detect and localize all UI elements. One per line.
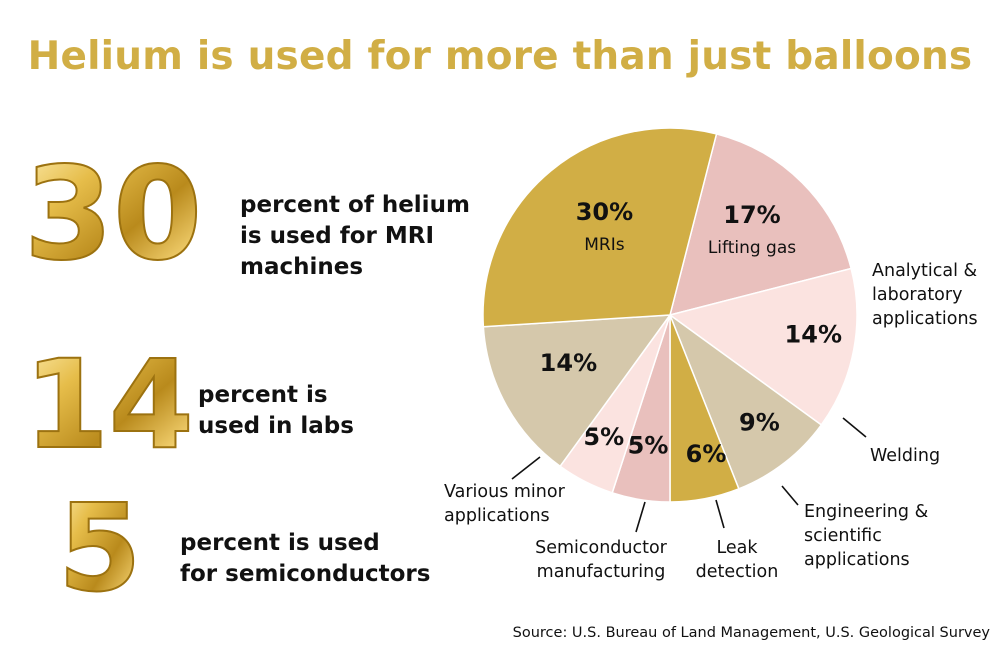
pie-slice-mris [482, 127, 718, 328]
pie-category-label: detection [696, 562, 779, 582]
pie-category-label: Analytical & [872, 261, 977, 281]
stat-line: percent is used [180, 530, 380, 556]
leader-line [635, 501, 646, 533]
pie-category-label: Lifting gas [708, 238, 796, 258]
stat-line: for semiconductors [180, 561, 431, 587]
pie-category-label: manufacturing [537, 562, 666, 582]
pie-slice-welding [668, 312, 823, 490]
pie-category-label: applications [804, 550, 910, 570]
pie-category-label: Semiconductor [535, 538, 668, 558]
stat-line: is used for MRI [240, 223, 435, 249]
pie-value-label: 14% [785, 320, 842, 348]
stat-labs-text: percent is used in labs [198, 380, 354, 442]
pie-value-label: 5% [583, 423, 624, 451]
stat-line: percent is [198, 382, 328, 408]
leader-line [781, 485, 799, 506]
stat-semiconductors-text: percent is used for semiconductors [180, 528, 430, 590]
pie-category-label: applications [444, 506, 550, 526]
leader-line [715, 499, 725, 529]
pie-category-label: MRIs [584, 235, 624, 255]
pie-value-label: 6% [686, 440, 727, 468]
pie-category-label: Various minor [444, 482, 566, 502]
stat-line: used in labs [198, 413, 354, 439]
stat-line: percent of helium [240, 192, 470, 218]
balloon-number-5: 5 [58, 480, 142, 619]
pie-value-label: 17% [723, 201, 780, 229]
pie-slice-analytical-laboratory-applications [668, 267, 858, 426]
pie-category-label: Leak [716, 538, 758, 558]
pie-chart: 17% Lifting gas 14% Analytical & laboratory a… [444, 127, 978, 582]
pie-category-label: Engineering & [804, 502, 929, 522]
pie-category-label: scientific [804, 526, 882, 546]
pie-category-label: laboratory [872, 285, 962, 305]
chart-title: Helium is used for more than just balloo… [27, 34, 973, 79]
pie-category-label: applications [872, 309, 978, 329]
balloon-number-14: 14 [24, 334, 194, 476]
pie-slice-lifting-gas [668, 132, 853, 317]
pie-value-label: 14% [540, 349, 597, 377]
leader-line [511, 456, 541, 480]
stat-mri-text: percent of helium is used for MRI machin… [240, 190, 470, 283]
source-note: Source: U.S. Bureau of Land Management, … [512, 625, 990, 641]
pie-value-label: 9% [739, 408, 780, 436]
pie-value-label: 5% [628, 432, 669, 460]
pie-slice-various-minor-applications [482, 314, 672, 468]
balloon-number-30: 30 [24, 140, 202, 289]
balloon-numbers: 30 14 5 [23, 139, 203, 620]
stat-line: machines [240, 254, 364, 280]
pie-category-label: Welding [870, 446, 940, 466]
leader-line [842, 417, 867, 438]
pie-value-label: 30% [576, 198, 633, 226]
